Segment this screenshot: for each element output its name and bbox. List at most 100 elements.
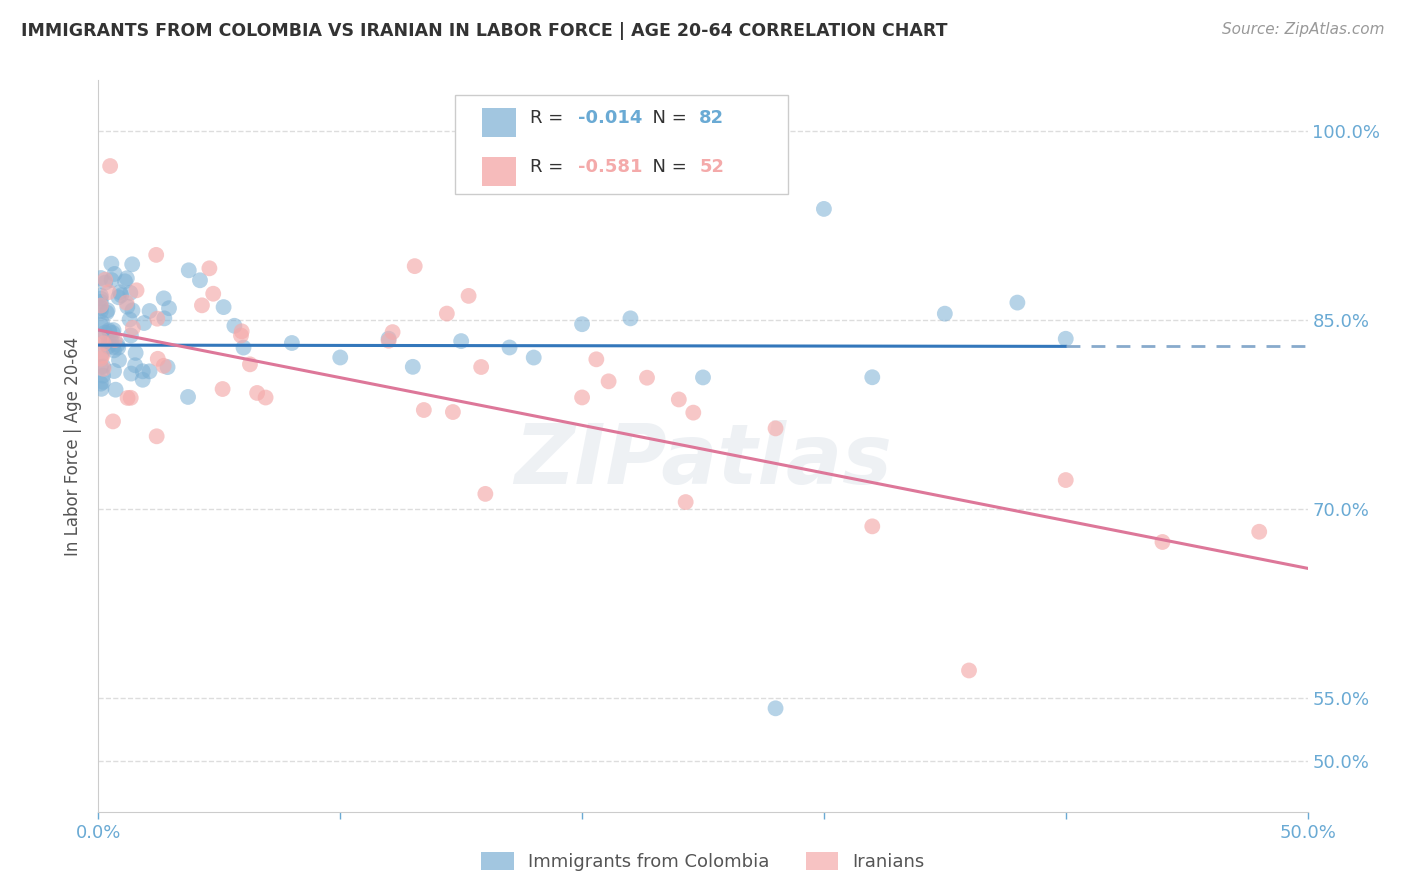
- Point: [636, 370, 658, 384]
- Point: [412, 403, 434, 417]
- Point: [598, 375, 620, 389]
- Point: [90, 292, 112, 306]
- Point: [377, 332, 399, 346]
- Point: [1249, 524, 1271, 539]
- Point: [765, 701, 787, 715]
- Point: [131, 373, 153, 387]
- Point: [90, 294, 112, 309]
- Point: [93, 332, 115, 346]
- Point: [177, 263, 200, 277]
- Point: [377, 334, 399, 348]
- Point: [120, 328, 142, 343]
- FancyBboxPatch shape: [456, 95, 787, 194]
- Point: [860, 519, 883, 533]
- Point: [229, 328, 252, 343]
- Point: [93, 336, 115, 351]
- Point: [97, 340, 120, 354]
- Point: [124, 358, 146, 372]
- Point: [246, 386, 269, 401]
- Point: [90, 288, 112, 302]
- Text: N =: N =: [641, 110, 693, 128]
- Text: 52: 52: [699, 158, 724, 177]
- Point: [523, 351, 546, 365]
- Point: [121, 303, 143, 318]
- Point: [110, 288, 132, 302]
- Text: -0.014: -0.014: [578, 110, 643, 128]
- Point: [132, 364, 155, 378]
- Point: [91, 368, 114, 383]
- Point: [93, 361, 115, 376]
- Point: [813, 202, 835, 216]
- Point: [281, 336, 304, 351]
- Point: [124, 346, 146, 360]
- Point: [146, 311, 169, 326]
- Point: [120, 367, 142, 381]
- Point: [120, 285, 142, 300]
- Point: [157, 301, 180, 316]
- Point: [239, 357, 262, 371]
- Point: [103, 364, 125, 378]
- Legend: Immigrants from Colombia, Iranians: Immigrants from Colombia, Iranians: [474, 846, 932, 879]
- Point: [585, 352, 607, 367]
- Point: [100, 257, 122, 271]
- Point: [96, 305, 118, 319]
- Point: [177, 390, 200, 404]
- Point: [619, 311, 641, 326]
- Point: [118, 312, 141, 326]
- Point: [675, 495, 697, 509]
- Point: [152, 291, 174, 305]
- Point: [94, 276, 117, 290]
- Point: [152, 359, 174, 373]
- Point: [402, 359, 425, 374]
- Point: [104, 383, 127, 397]
- Point: [90, 304, 112, 318]
- Point: [470, 359, 492, 374]
- Point: [145, 429, 167, 443]
- Point: [153, 311, 176, 326]
- Point: [120, 391, 142, 405]
- Point: [231, 324, 253, 338]
- Point: [90, 301, 112, 315]
- Point: [90, 376, 112, 391]
- Point: [404, 259, 426, 273]
- Point: [198, 261, 221, 276]
- Text: R =: R =: [530, 158, 569, 177]
- Point: [90, 299, 112, 313]
- Point: [457, 289, 479, 303]
- Point: [232, 341, 254, 355]
- Point: [474, 487, 496, 501]
- Text: ZIPatlas: ZIPatlas: [515, 420, 891, 501]
- Point: [101, 340, 124, 354]
- Bar: [482, 108, 516, 137]
- Point: [1054, 332, 1077, 346]
- Y-axis label: In Labor Force | Age 20-64: In Labor Force | Age 20-64: [65, 336, 83, 556]
- Point: [668, 392, 690, 407]
- Point: [103, 323, 125, 337]
- Point: [117, 300, 139, 314]
- Point: [202, 286, 225, 301]
- Point: [117, 391, 139, 405]
- Point: [97, 285, 120, 300]
- Point: [934, 307, 956, 321]
- Point: [145, 248, 167, 262]
- Point: [91, 359, 114, 374]
- Bar: [482, 157, 516, 186]
- Point: [441, 405, 464, 419]
- Text: IMMIGRANTS FROM COLOMBIA VS IRANIAN IN LABOR FORCE | AGE 20-64 CORRELATION CHART: IMMIGRANTS FROM COLOMBIA VS IRANIAN IN L…: [21, 22, 948, 40]
- Point: [498, 341, 520, 355]
- Point: [115, 271, 138, 285]
- Point: [90, 333, 112, 347]
- Point: [211, 382, 233, 396]
- Point: [101, 414, 124, 428]
- Point: [571, 391, 593, 405]
- Point: [125, 283, 148, 297]
- Point: [90, 347, 112, 361]
- Point: [98, 159, 121, 173]
- Point: [90, 382, 112, 396]
- Point: [103, 343, 125, 358]
- Point: [97, 303, 120, 318]
- Point: [121, 257, 143, 271]
- Point: [682, 406, 704, 420]
- Point: [91, 375, 114, 389]
- Point: [132, 316, 155, 330]
